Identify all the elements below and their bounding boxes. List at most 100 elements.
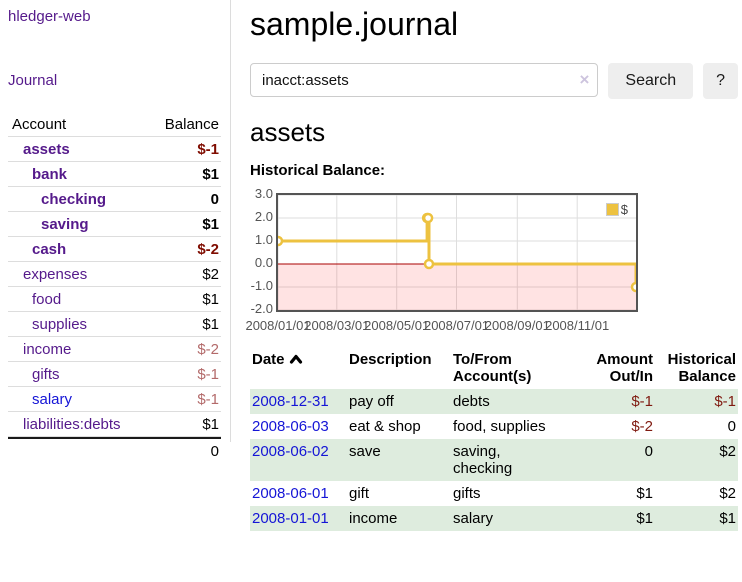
search-box: × [250,63,599,99]
transaction-date-link[interactable]: 2008-12-31 [252,393,329,410]
transaction-accounts: salary [451,506,577,531]
x-axis-tick-label: 2008/05/01 [364,318,430,333]
historical-balance-chart: $ 3.0 2.0 1.0 0.0 -1.0 -2.0 2008/01/01 2008/03… [245,187,640,333]
account-balance: $-1 [197,366,219,383]
register-header-line: Out/In [609,368,653,385]
app-title: hledger-web [8,8,221,26]
transaction-balance: $2 [719,485,736,502]
sidebar: hledger-web Journal Account Balance asse… [0,0,231,460]
transaction-date-link[interactable]: 2008-06-03 [252,418,329,435]
chart-series-line [278,195,636,310]
app-title-link[interactable]: hledger-web [8,8,91,25]
transaction-amount: 0 [577,439,655,481]
account-link-assets[interactable]: assets [23,141,70,158]
transaction-accounts: saving, checking [451,439,577,481]
account-link-supplies[interactable]: supplies [32,316,88,333]
account-link-food[interactable]: food [32,291,62,308]
search-button[interactable]: Search [608,63,694,99]
accounts-table-header: Account Balance [8,112,221,137]
account-row: checking 0 [8,187,221,212]
x-axis-tick-label: 2008/07/01 [423,318,490,333]
account-balance: $2 [202,266,219,283]
register-header-line: To/From [453,351,512,368]
help-button[interactable]: ? [703,63,738,99]
register-row: 2008-12-31 pay off debts $-1 $-1 [250,389,738,414]
account-row: assets $-1 [8,137,221,162]
transaction-amount: $1 [577,506,655,531]
account-row: salary $-1 [8,387,221,412]
account-link-bank[interactable]: bank [32,166,68,183]
account-row: liabilities:debts $1 [8,412,221,437]
account-link-expenses[interactable]: expenses [23,266,88,283]
account-link-liabilities-debts[interactable]: liabilities:debts [23,416,121,433]
account-link-gifts[interactable]: gifts [32,366,60,383]
register-header-line: Description [349,351,432,368]
transaction-description: pay off [347,389,451,414]
accounts-header-account: Account [12,116,67,133]
register-header-line: Amount [596,351,653,368]
accounts-table: Account Balance assets $-1 bank $1 checking 0… [8,112,221,464]
account-row: gifts $-1 [8,362,221,387]
register-header-line: Date [252,351,341,368]
account-link-income[interactable]: income [23,341,72,358]
register-row: 2008-01-01 income salary $1 $1 [250,506,738,531]
account-balance: $1 [202,166,219,183]
account-balance: $-2 [197,241,219,258]
transaction-balance: $1 [655,506,738,531]
account-balance: 0 [210,191,219,208]
account-heading: assets [250,117,326,147]
legend-swatch-icon [605,203,619,216]
account-row: expenses $2 [8,262,221,287]
register-table-header: Date Description To/From Account(s) Amount Ou… [250,349,738,389]
register-table: Date Description To/From Account(s) Amount Ou… [250,349,738,531]
y-axis-tick-label: 1.0 [254,232,273,247]
account-balance: $1 [202,291,219,308]
account-row: saving $1 [8,212,221,237]
chart-plot-area: $ [276,193,638,312]
search-input[interactable] [250,63,599,97]
account-balance: $1 [202,316,219,333]
transaction-balance: $2 [655,439,738,481]
transaction-accounts: food, supplies [453,418,546,435]
register-header-line: Balance [678,368,736,385]
transaction-date-link[interactable]: 2008-06-02 [252,443,329,460]
transaction-amount: $-1 [577,389,655,414]
transaction-amount: $1 [636,485,653,502]
search-form: × Search ? [250,63,738,99]
x-axis-tick-label: 2008/03/01 [304,318,370,333]
register-header-date[interactable]: Date [250,349,347,389]
y-axis-tick-label: 0.0 [254,255,273,270]
transaction-date-link[interactable]: 2008-01-01 [252,510,329,527]
account-row: cash $-2 [8,237,221,262]
sort-ascending-icon [289,354,302,364]
sidebar-nav: Journal [8,72,221,90]
transaction-amount: $-2 [631,418,653,435]
page-title: sample.journal [250,6,459,42]
register-header-historical: Historical Balance [655,349,738,389]
transaction-date-link[interactable]: 2008-06-01 [252,485,329,502]
register-row: 2008-06-02 save saving, checking 0 $2 [250,439,738,481]
y-axis-tick-label: -1.0 [250,278,273,293]
register-header-description: Description [347,349,451,389]
register-header-tofrom: To/From Account(s) [451,349,577,389]
account-balance: $1 [202,216,219,233]
sidebar-item-journal[interactable]: Journal [8,72,58,89]
transaction-accounts: debts [451,389,577,414]
clear-search-icon[interactable]: × [579,70,590,89]
transaction-description: gift [349,485,370,502]
transaction-description: eat & shop [349,418,421,435]
y-axis-tick-label: -2.0 [250,301,273,316]
account-balance: $-2 [197,341,219,358]
account-link-saving[interactable]: saving [41,216,89,233]
account-link-salary[interactable]: salary [32,391,73,408]
y-axis-tick-label: 3.0 [254,186,273,201]
legend-label: $ [620,202,628,217]
account-link-cash[interactable]: cash [32,241,67,258]
register-header-amount: Amount Out/In [577,349,655,389]
chart-legend: $ [605,202,628,217]
account-link-checking[interactable]: checking [41,191,107,208]
account-balance: $-1 [197,141,219,158]
transaction-description: income [347,506,451,531]
y-axis-tick-label: 2.0 [254,209,273,224]
x-axis-tick-label: 2008/09/01 [484,318,550,333]
